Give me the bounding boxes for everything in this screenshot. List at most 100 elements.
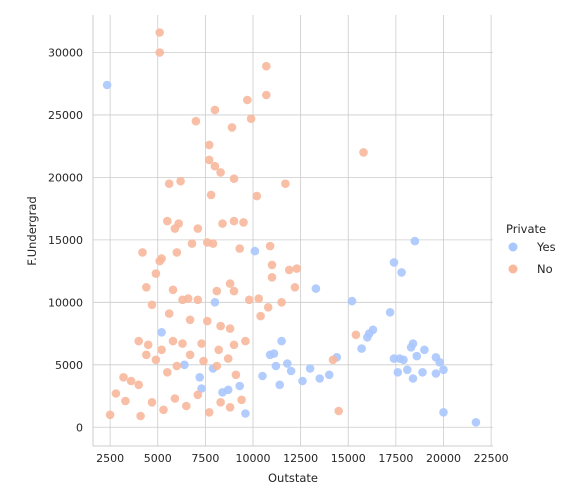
- data-point-yes: [265, 350, 275, 360]
- legend-title: Private: [506, 222, 546, 236]
- data-point-no: [193, 224, 203, 233]
- data-point-no: [212, 286, 222, 296]
- data-point-no: [164, 309, 174, 318]
- data-point-yes: [324, 370, 334, 380]
- data-point-no: [239, 218, 248, 227]
- x-tick-label: 17500: [378, 452, 413, 465]
- data-point-no: [163, 368, 172, 377]
- data-point-no: [147, 398, 157, 407]
- x-tick-label: 10000: [236, 452, 271, 465]
- data-point-no: [111, 389, 121, 398]
- data-point-no: [121, 396, 130, 406]
- data-point-no: [214, 345, 223, 355]
- x-tick-label: 22500: [474, 452, 509, 465]
- x-tick-label: 7500: [191, 452, 219, 465]
- data-point-no: [134, 336, 143, 346]
- data-point-no: [142, 350, 151, 360]
- data-point-yes: [235, 381, 244, 391]
- data-point-no: [210, 161, 220, 171]
- data-point-no: [182, 401, 191, 411]
- data-point-no: [151, 269, 161, 278]
- data-point-yes: [286, 366, 296, 376]
- data-point-yes: [210, 298, 220, 307]
- data-point-yes: [389, 258, 399, 267]
- data-point-no: [216, 321, 225, 331]
- data-point-no: [229, 174, 239, 183]
- y-tick-labels: 0 5000 10000 15000 20000 25000 30000: [48, 46, 83, 434]
- data-point-no: [229, 340, 239, 350]
- data-point-no: [176, 176, 185, 186]
- data-point-yes: [315, 374, 325, 383]
- data-point-yes: [412, 351, 422, 361]
- data-point-no: [204, 140, 214, 150]
- data-point-no: [290, 283, 300, 292]
- data-point-no: [204, 155, 214, 165]
- x-tick-label: 2500: [96, 452, 124, 465]
- data-point-no: [225, 324, 235, 333]
- data-point-no: [241, 336, 250, 346]
- data-point-no: [191, 116, 201, 126]
- data-point-no: [359, 148, 368, 157]
- data-point-no: [136, 411, 145, 421]
- data-point-yes: [305, 364, 315, 373]
- data-point-no: [225, 403, 235, 412]
- data-point-yes: [241, 409, 250, 418]
- data-point-no: [254, 294, 263, 303]
- y-tick-label: 15000: [48, 234, 83, 247]
- data-point-no: [252, 191, 262, 201]
- data-point-no: [119, 373, 128, 382]
- data-point-no: [187, 239, 197, 248]
- data-point-yes: [311, 284, 321, 293]
- x-tick-label: 15000: [331, 452, 366, 465]
- data-point-no: [216, 398, 225, 407]
- data-point-no: [185, 315, 195, 325]
- data-point-no: [227, 123, 237, 132]
- data-point-no: [256, 311, 265, 321]
- data-point-yes: [435, 358, 445, 367]
- data-point-no: [168, 285, 178, 295]
- y-tick-label: 20000: [48, 171, 83, 184]
- data-point-yes: [250, 246, 260, 256]
- data-point-no: [163, 216, 172, 226]
- data-point-no: [172, 361, 182, 371]
- data-point-no: [212, 361, 222, 371]
- legend-label-yes: Yes: [536, 240, 556, 254]
- data-point-no: [155, 256, 164, 266]
- data-point-no: [244, 295, 254, 305]
- series-yes: [102, 80, 481, 427]
- y-tick-label: 25000: [48, 109, 83, 122]
- data-point-yes: [408, 374, 418, 383]
- data-point-no: [267, 273, 277, 282]
- data-point-no: [263, 303, 273, 312]
- data-point-no: [229, 216, 239, 226]
- data-point-yes: [431, 369, 441, 378]
- data-point-yes: [439, 408, 448, 417]
- data-point-no: [142, 283, 151, 292]
- data-point-yes: [393, 368, 403, 377]
- data-point-no: [246, 114, 256, 123]
- data-point-yes: [385, 308, 395, 317]
- data-point-no: [210, 105, 220, 115]
- data-point-no: [143, 340, 153, 350]
- data-point-yes: [298, 376, 307, 386]
- data-point-no: [223, 354, 233, 363]
- data-point-no: [157, 345, 166, 355]
- data-point-yes: [418, 368, 427, 377]
- data-point-no: [138, 248, 147, 257]
- data-point-no: [265, 241, 275, 251]
- data-point-no: [147, 300, 157, 310]
- data-point-no: [225, 279, 235, 288]
- data-point-no: [292, 264, 302, 273]
- data-point-yes: [283, 359, 292, 368]
- data-point-no: [262, 90, 271, 100]
- data-point-no: [197, 339, 206, 348]
- data-point-yes: [410, 236, 420, 246]
- data-point-no: [328, 355, 338, 365]
- data-point-no: [231, 370, 241, 380]
- data-point-no: [235, 244, 244, 253]
- y-tick-label: 30000: [48, 46, 83, 59]
- data-point-yes: [439, 365, 448, 375]
- legend-marker-no: [508, 264, 518, 274]
- data-point-no: [164, 179, 174, 188]
